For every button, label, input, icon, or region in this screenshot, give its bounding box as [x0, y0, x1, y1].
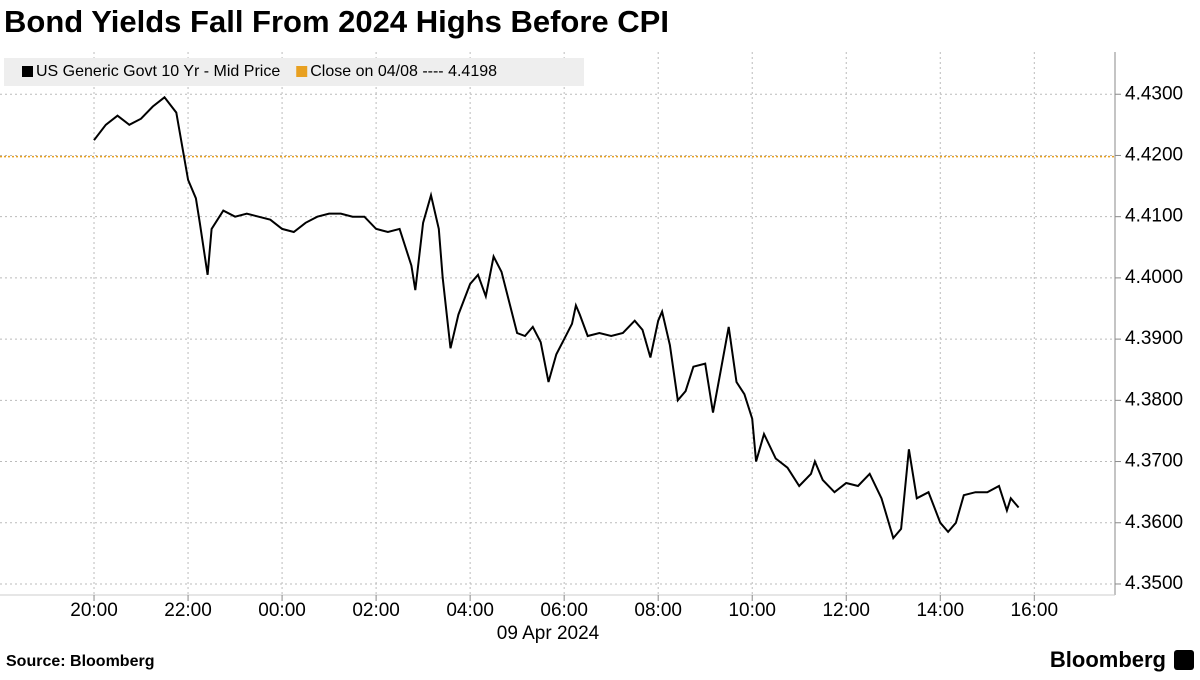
y-tick-label: 4.3500 — [1125, 573, 1183, 594]
legend-label: Close on 04/08 ---- 4.4198 — [310, 63, 497, 80]
x-tick-label: 20:00 — [70, 600, 118, 621]
y-tick-label: 4.4300 — [1125, 83, 1183, 104]
legend-bg — [4, 58, 584, 86]
x-tick-label: 00:00 — [258, 600, 306, 621]
y-tick-label: 4.3700 — [1125, 451, 1183, 472]
y-tick-label: 4.3800 — [1125, 389, 1183, 410]
x-tick-label: 10:00 — [728, 600, 776, 621]
chart-title: Bond Yields Fall From 2024 Highs Before … — [4, 4, 669, 39]
x-tick-label: 22:00 — [164, 600, 212, 621]
legend: US Generic Govt 10 Yr - Mid Price Close o… — [4, 58, 584, 86]
series-line — [93, 95, 1020, 541]
y-tick-label: 4.3600 — [1125, 512, 1183, 533]
x-tick-label: 14:00 — [916, 600, 964, 621]
y-tick-label: 4.3900 — [1125, 328, 1183, 349]
brand-icon — [1174, 650, 1194, 670]
x-tick-label: 16:00 — [1011, 600, 1059, 621]
x-tick-label: 08:00 — [634, 600, 682, 621]
x-tick-label: 06:00 — [540, 600, 588, 621]
x-tick-label: 04:00 — [446, 600, 494, 621]
brand: Bloomberg — [1050, 647, 1166, 672]
y-tick-label: 4.4000 — [1125, 267, 1183, 288]
x-sublabel: 09 Apr 2024 — [497, 623, 600, 644]
legend-label: US Generic Govt 10 Yr - Mid Price — [36, 63, 280, 80]
source: Source: Bloomberg — [6, 653, 154, 670]
y-tick-label: 4.4200 — [1125, 144, 1183, 165]
y-tick-label: 4.4100 — [1125, 206, 1183, 227]
legend-swatch — [22, 66, 33, 77]
x-tick-label: 12:00 — [822, 600, 870, 621]
x-tick-label: 02:00 — [352, 600, 400, 621]
legend-swatch — [296, 66, 308, 77]
